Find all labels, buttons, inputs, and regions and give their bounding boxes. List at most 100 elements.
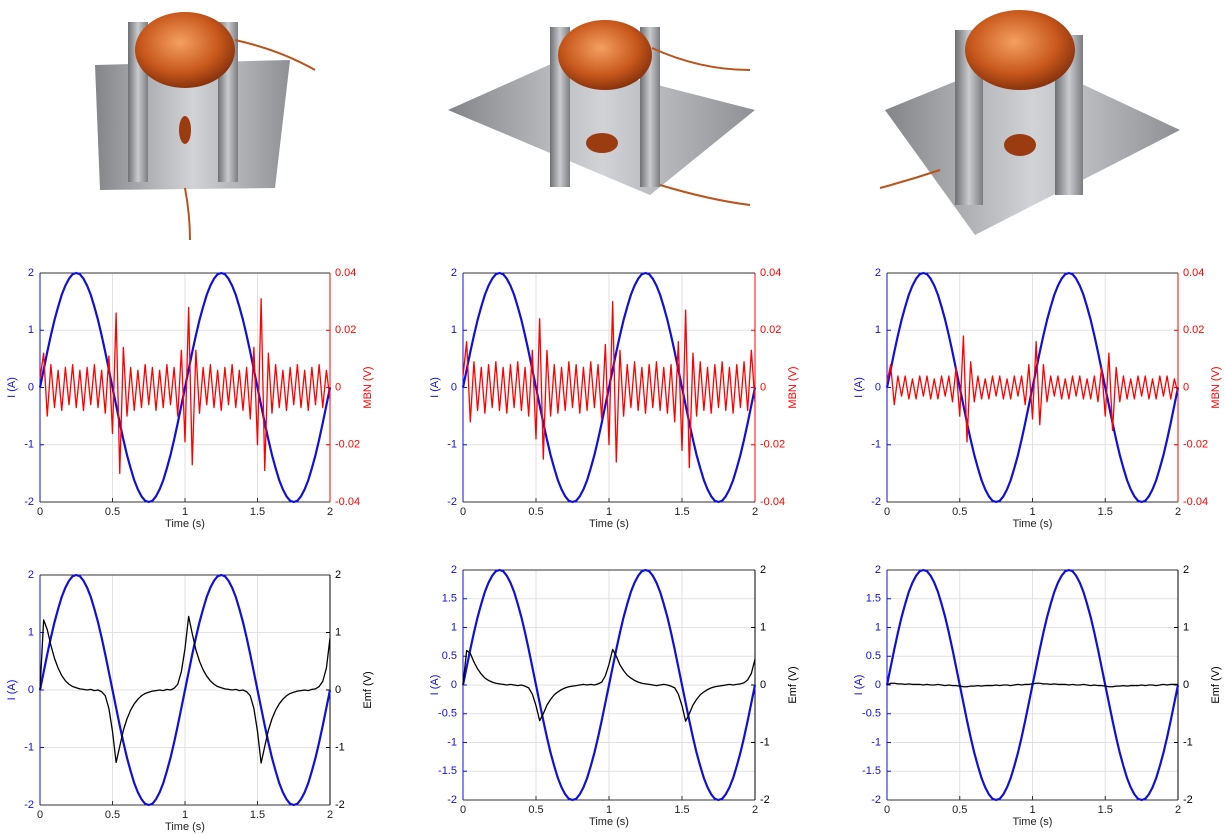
x-tick-label: 1 [1029, 804, 1035, 816]
photo-sample-1 [95, 12, 316, 241]
y-tick-label: 0.5 [442, 650, 457, 662]
y2-axis-label: MBN (V) [362, 366, 374, 408]
y2-tick-label: -2 [760, 794, 770, 806]
x-tick-label: 1.5 [250, 809, 265, 821]
y-tick-label: -1 [447, 736, 457, 748]
x-tick-label: 1 [606, 506, 612, 518]
y-tick-label: -1.5 [862, 765, 881, 777]
y-tick-label: -2 [871, 496, 881, 508]
y-tick-label: 1 [28, 626, 34, 638]
y2-axis-label: Emf (V) [362, 671, 374, 708]
y2-tick-label: 2 [1183, 564, 1189, 576]
y-tick-label: -1 [871, 439, 881, 451]
x-tick-label: 1.5 [1098, 506, 1113, 518]
y-tick-label: 2 [875, 564, 881, 576]
y-axis-label: I (A) [853, 377, 865, 398]
x-tick-label: 2 [752, 506, 758, 518]
y-tick-label: 1 [451, 324, 457, 336]
y-tick-label: -2 [24, 799, 34, 811]
x-tick-label: 1 [182, 809, 188, 821]
x-tick-label: 0.5 [952, 506, 967, 518]
y-tick-label: 1.5 [866, 593, 881, 605]
data-line [461, 271, 757, 504]
x-axis-label: Time (s) [165, 518, 205, 530]
y2-tick-label: 0.04 [760, 267, 781, 279]
y2-tick-label: 0 [335, 684, 341, 696]
y2-tick-label: 0 [760, 679, 766, 691]
data-line [38, 573, 332, 807]
y-tick-label: 1 [875, 324, 881, 336]
y-axis-label: I (A) [853, 675, 865, 696]
y2-tick-label: -0.04 [1183, 496, 1208, 508]
y2-tick-label: -2 [335, 799, 345, 811]
x-tick-label: 2 [327, 506, 333, 518]
x-tick-label: 1 [606, 804, 612, 816]
y2-tick-label: 0.04 [335, 267, 356, 279]
y-tick-label: 1.5 [442, 593, 457, 605]
x-tick-label: 1.5 [250, 506, 265, 518]
y-tick-label: -1 [871, 736, 881, 748]
y-axis-label: I (A) [429, 377, 441, 398]
y2-tick-label: 0 [335, 381, 341, 393]
data-line [462, 300, 756, 469]
x-tick-label: 2 [327, 809, 333, 821]
y2-tick-label: 0 [760, 381, 766, 393]
y2-tick-label: 0.04 [1183, 267, 1204, 279]
y-tick-label: 1 [28, 324, 34, 336]
y2-tick-label: -2 [1183, 794, 1193, 806]
y-tick-label: -1 [24, 439, 34, 451]
y2-tick-label: 0 [1183, 679, 1189, 691]
y-tick-label: 1 [451, 621, 457, 633]
y-tick-label: 2 [28, 267, 34, 279]
x-tick-label: 0 [460, 804, 466, 816]
data-line [39, 298, 331, 475]
data-line [886, 682, 1178, 688]
y2-tick-label: -0.02 [760, 439, 785, 451]
y-tick-label: -2 [447, 496, 457, 508]
y2-tick-label: -0.02 [1183, 439, 1208, 451]
x-tick-label: 0.5 [528, 804, 543, 816]
x-axis-label: Time (s) [589, 816, 629, 828]
x-axis-label: Time (s) [165, 821, 205, 833]
x-tick-label: 0.5 [105, 506, 120, 518]
y-tick-label: 1 [875, 621, 881, 633]
y2-tick-label: -0.04 [335, 496, 360, 508]
y2-tick-label: -1 [1183, 736, 1193, 748]
x-tick-label: 2 [1175, 506, 1181, 518]
y-tick-label: -1.5 [438, 765, 457, 777]
y-tick-label: -0.5 [438, 708, 457, 720]
x-tick-label: 2 [1175, 804, 1181, 816]
y2-tick-label: 1 [335, 626, 341, 638]
x-tick-label: 1 [182, 506, 188, 518]
x-tick-label: 2 [752, 804, 758, 816]
y-tick-label: -2 [447, 794, 457, 806]
y-tick-label: 0 [28, 381, 34, 393]
x-tick-label: 0 [37, 809, 43, 821]
x-tick-label: 1 [1029, 506, 1035, 518]
x-tick-label: 0.5 [105, 809, 120, 821]
x-tick-label: 0 [460, 506, 466, 518]
y-axis-label: I (A) [6, 680, 18, 701]
y-tick-label: 0 [875, 679, 881, 691]
y2-tick-label: 2 [335, 569, 341, 581]
x-tick-label: 0 [884, 804, 890, 816]
x-tick-label: 0 [884, 506, 890, 518]
y2-axis-label: MBN (V) [787, 366, 799, 408]
y-axis-label: I (A) [6, 377, 18, 398]
y-tick-label: 0.5 [866, 650, 881, 662]
x-axis-label: Time (s) [1013, 518, 1053, 530]
y2-tick-label: 0.02 [1183, 324, 1204, 336]
x-tick-label: 0.5 [952, 804, 967, 816]
y2-axis-label: Emf (V) [787, 666, 799, 703]
y-tick-label: 0 [451, 679, 457, 691]
data-line [885, 568, 1180, 802]
y-axis-label: I (A) [429, 675, 441, 696]
y-tick-label: 2 [451, 267, 457, 279]
photo-sample-3 [879, 10, 1180, 235]
data-line [38, 271, 332, 504]
x-tick-label: 1.5 [1098, 804, 1113, 816]
photo-sample-2 [448, 20, 755, 206]
y2-tick-label: -1 [335, 741, 345, 753]
y-tick-label: 2 [28, 569, 34, 581]
